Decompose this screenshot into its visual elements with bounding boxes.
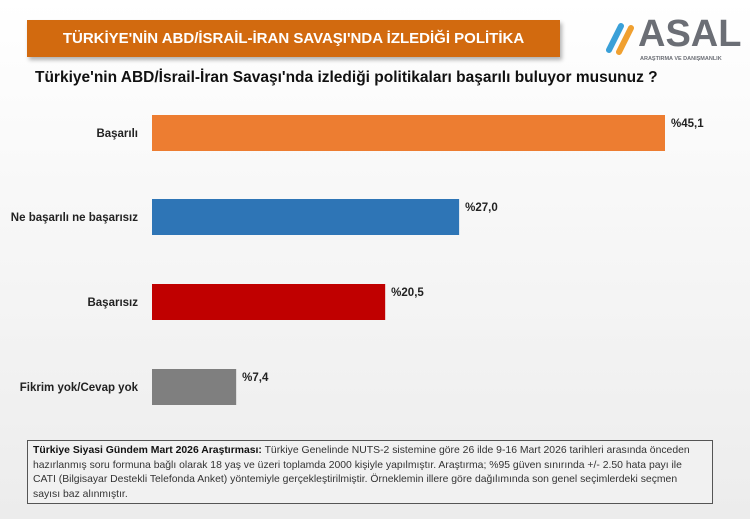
methodology-note: Türkiye Siyasi Gündem Mart 2026 Araştırm…	[27, 440, 713, 504]
chart-title: Türkiye'nin ABD/İsrail-İran Savaşı'nda i…	[35, 69, 658, 86]
category-label: Başarısız	[87, 297, 138, 309]
data-label: %45,1	[671, 118, 704, 130]
logo-mark-icon	[606, 23, 634, 55]
note-text: Türkiye Genelinde NUTS-2 sistemine göre …	[33, 445, 690, 500]
category-label: Fikrim yok/Cevap yok	[20, 382, 139, 394]
bar	[152, 369, 237, 405]
data-label: %27,0	[465, 202, 498, 214]
note-heading: Türkiye Siyasi Gündem Mart 2026 Araştırm…	[33, 445, 262, 456]
bar	[152, 284, 386, 320]
logo-subtitle: ARAŞTIRMA VE DANIŞMANLIK	[640, 56, 722, 62]
data-label: %7,4	[242, 372, 269, 384]
bar	[152, 115, 665, 151]
logo-name: ASAL	[638, 13, 742, 55]
header-title: TÜRKİYE'NİN ABD/İSRAİL-İRAN SAVAŞI'NDA İ…	[62, 29, 525, 47]
bar	[152, 199, 460, 235]
asal-logo: ASAL ARAŞTIRMA VE DANIŞMANLIK	[605, 13, 745, 68]
category-label: Ne başarılı ne başarısız	[11, 212, 138, 224]
category-label: Başarılı	[96, 128, 138, 140]
data-label: %20,5	[391, 287, 424, 299]
header-banner: TÜRKİYE'NİN ABD/İSRAİL-İRAN SAVAŞI'NDA İ…	[27, 20, 560, 57]
